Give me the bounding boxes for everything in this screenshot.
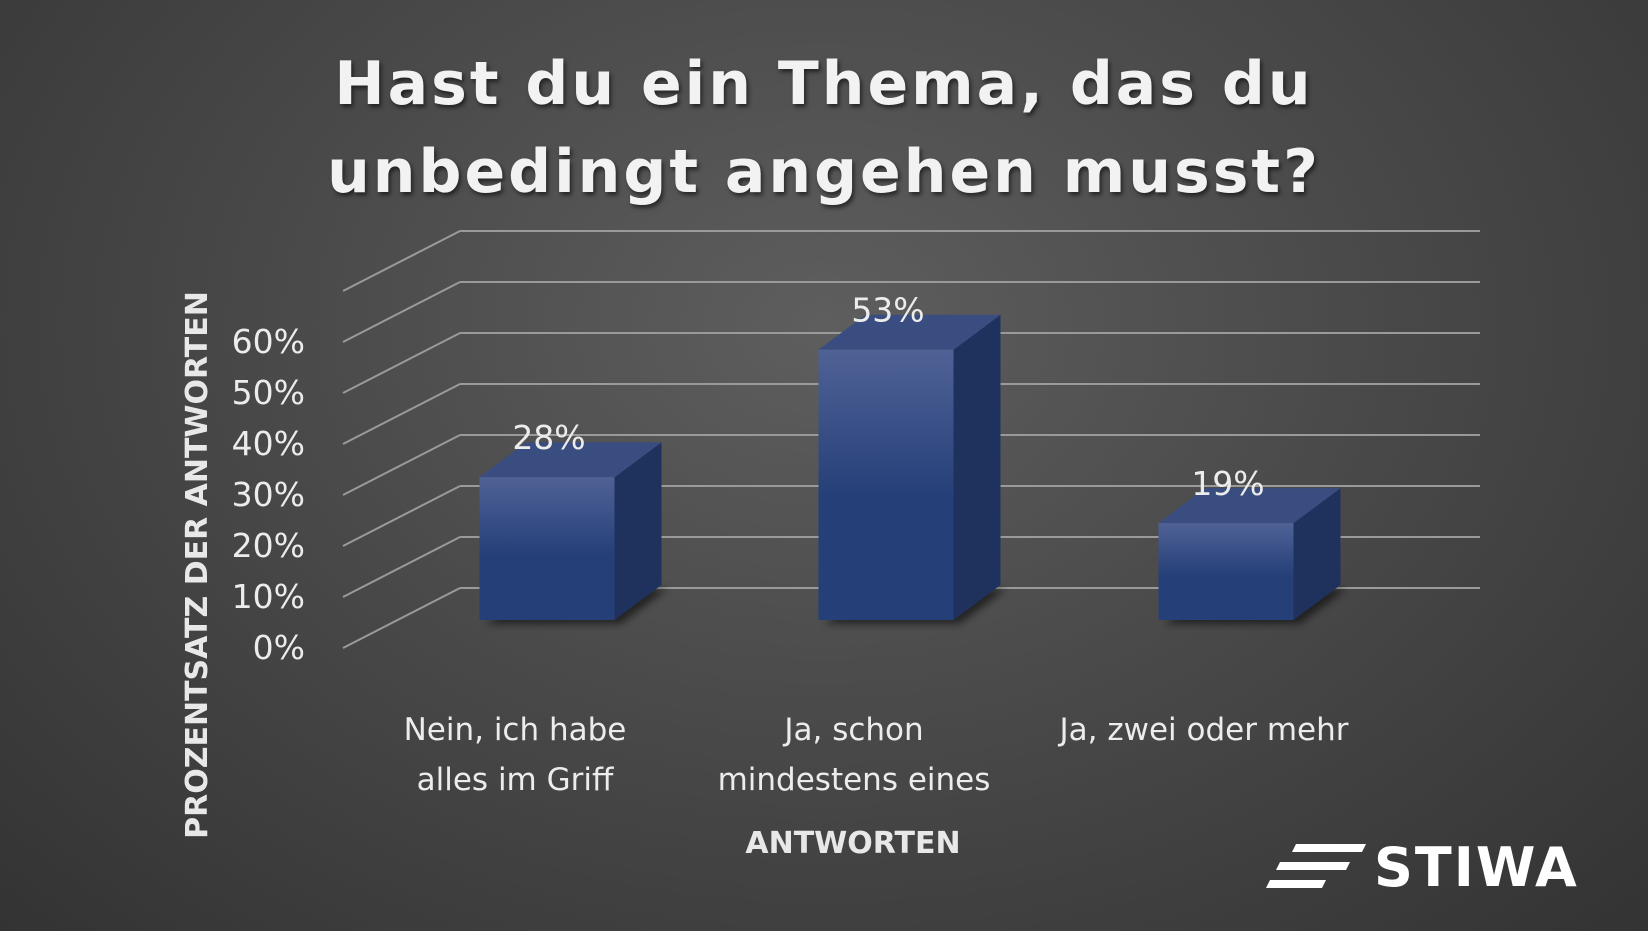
stiwa-logo: STIWA bbox=[1266, 838, 1586, 898]
bar-side bbox=[1293, 488, 1341, 620]
gridline-diagonal bbox=[342, 383, 461, 445]
bars bbox=[479, 314, 1347, 624]
y-tick-label: 30% bbox=[232, 475, 305, 514]
data-labels: 28% 53% 19% bbox=[512, 291, 1264, 503]
y-axis-title: PROZENTSATZ DER ANTWORTEN bbox=[180, 291, 215, 839]
gridline-diagonal bbox=[342, 281, 461, 343]
gridline-diagonal bbox=[342, 587, 461, 649]
bar-top bbox=[818, 314, 1001, 350]
chart-title-line-1: Hast du ein Thema, das du bbox=[334, 49, 1314, 119]
chart-title: Hast du ein Thema, das du unbedingt ange… bbox=[200, 40, 1448, 216]
gridline-diagonal bbox=[342, 485, 461, 547]
x-tick-label: Ja, zwei oder mehr bbox=[1058, 712, 1349, 748]
gridline-diagonal bbox=[342, 536, 461, 598]
y-tick-label: 60% bbox=[232, 322, 305, 361]
bar-front bbox=[479, 477, 615, 620]
x-tick-label: Ja, schon mindestens eines bbox=[718, 712, 991, 798]
bar-top bbox=[1158, 488, 1341, 524]
bar-side bbox=[614, 442, 662, 620]
y-tick-label: 10% bbox=[232, 577, 305, 616]
chart-title-line-2: unbedingt angehen musst? bbox=[327, 137, 1321, 207]
stiwa-logo-mark-icon bbox=[1266, 844, 1366, 888]
y-tick-label: 20% bbox=[232, 526, 305, 565]
bar bbox=[1158, 488, 1347, 624]
x-axis-ticks: Nein, ich habe alles im Griff Ja, schon min… bbox=[404, 712, 1349, 798]
bar bbox=[818, 314, 1007, 624]
bar bbox=[479, 442, 668, 624]
gridline-diagonal bbox=[342, 230, 461, 292]
bar-side bbox=[953, 314, 1001, 620]
bar-front bbox=[818, 349, 954, 620]
data-label: 53% bbox=[851, 291, 924, 330]
gridline-diagonal bbox=[342, 332, 461, 394]
data-label: 28% bbox=[512, 418, 585, 457]
y-tick-label: 50% bbox=[232, 373, 305, 412]
y-tick-label: 0% bbox=[253, 628, 305, 667]
y-axis-ticks: 0% 10% 20% 30% 40% 50% 60% bbox=[232, 322, 305, 667]
data-label: 19% bbox=[1191, 464, 1264, 503]
y-tick-label: 40% bbox=[232, 424, 305, 463]
bar-top bbox=[479, 442, 662, 478]
x-axis-title: ANTWORTEN bbox=[745, 826, 960, 861]
bar-front bbox=[1158, 523, 1294, 620]
stiwa-logo-text: STIWA bbox=[1374, 836, 1579, 899]
x-tick-label: Nein, ich habe alles im Griff bbox=[404, 712, 627, 798]
gridline-diagonal bbox=[342, 434, 461, 496]
